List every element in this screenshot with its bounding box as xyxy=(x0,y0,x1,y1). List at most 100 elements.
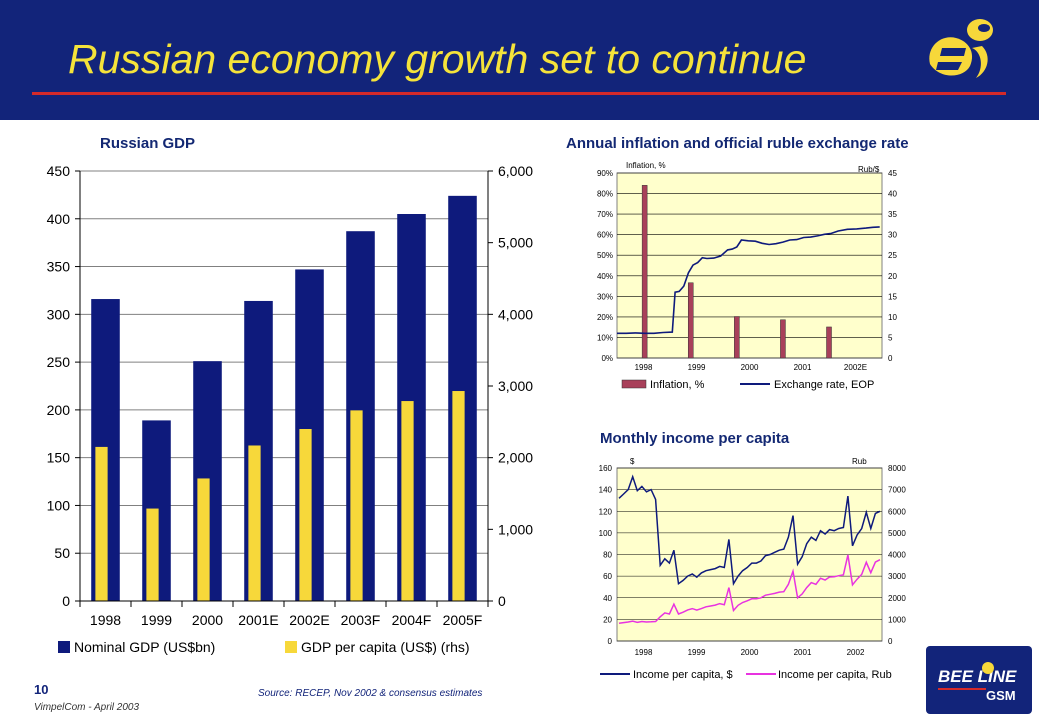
income-rub-line xyxy=(618,554,881,625)
inflation-chart: 0% 10% 20% 30% 40% 50% 60% 70% 80% 90% 0 5 10 15 20 25 3… xyxy=(597,161,897,391)
legend-label-inflation: Inflation, % xyxy=(650,379,705,391)
y-tick-label-right: 3000 xyxy=(888,572,906,581)
y-tick-label-left: 150 xyxy=(47,450,71,466)
y-tick-label-right: 5000 xyxy=(888,529,906,538)
y-tick-label-left: 0% xyxy=(601,354,613,363)
y-tick-label-right: 7000 xyxy=(888,486,906,495)
exchange-rate-line xyxy=(617,226,880,335)
gdp-per-capita-bar xyxy=(350,410,363,601)
inflation-bar xyxy=(641,185,648,359)
y-tick-label-right: 6000 xyxy=(888,507,906,516)
y-tick-label-left: 100 xyxy=(47,497,71,513)
y-tick-label-right: 20 xyxy=(888,272,897,281)
x-tick-label: 1999 xyxy=(141,612,172,628)
y-tick-label-left: 250 xyxy=(47,354,71,370)
x-tick-label: 1999 xyxy=(688,363,706,372)
y-tick-label-left: 50 xyxy=(54,545,70,561)
title-divider xyxy=(32,92,1006,95)
x-tick-label: 2005F xyxy=(443,612,483,628)
y-tick-label-left: 50% xyxy=(597,251,613,260)
income-chart: 0 20 40 60 80 100 120 140 160 0 1000 2000 3000 4000 50… xyxy=(599,457,907,681)
y-tick-label-left: 40 xyxy=(603,594,612,603)
x-tick-label: 1998 xyxy=(635,363,653,372)
y-tick-label-right: 30 xyxy=(888,231,897,240)
y-tick-label-left: 350 xyxy=(47,259,71,275)
left-axis-label: Inflation, % xyxy=(626,161,666,170)
gdp-chart-title: Russian GDP xyxy=(100,135,196,152)
inflation-bar xyxy=(780,319,786,359)
y-tick-label-right: 1,000 xyxy=(498,521,533,537)
x-tick-label: 2002E xyxy=(844,363,867,372)
gdp-per-capita-bar xyxy=(452,391,465,601)
legend-label-rub: Income per capita, Rub xyxy=(778,669,892,681)
y-tick-label-left: 20 xyxy=(603,615,612,624)
x-tick-label: 2004F xyxy=(392,612,432,628)
y-tick-label-right: 25 xyxy=(888,251,897,260)
bee-logo-icon xyxy=(929,19,993,78)
y-tick-label-right: 3,000 xyxy=(498,378,533,394)
x-tick-label: 2001 xyxy=(794,363,812,372)
y-tick-label-left: 30% xyxy=(597,292,613,301)
y-tick-label-right: 0 xyxy=(498,593,506,609)
gdp-per-capita-bar xyxy=(299,429,312,601)
gdp-chart: 0 50 100 150 200 250 300 350 400 450 0 1,000 2,000 3,… xyxy=(47,163,534,655)
y-tick-label-left: 100 xyxy=(599,529,613,538)
y-tick-label-right: 4,000 xyxy=(498,306,533,322)
y-tick-label-left: 160 xyxy=(599,464,613,473)
y-tick-label-left: 70% xyxy=(597,210,613,219)
x-tick-label: 2000 xyxy=(741,648,759,657)
y-tick-label-left: 120 xyxy=(599,507,613,516)
y-tick-label-left: 20% xyxy=(597,313,613,322)
x-tick-label: 2002 xyxy=(847,648,865,657)
y-tick-label-left: 90% xyxy=(597,169,613,178)
y-tick-label-left: 400 xyxy=(47,211,71,227)
x-tick-label: 1999 xyxy=(688,648,706,657)
y-tick-label-right: 2000 xyxy=(888,594,906,603)
inflation-bar xyxy=(826,326,832,359)
y-tick-label-left: 40% xyxy=(597,272,613,281)
y-tick-label-right: 6,000 xyxy=(498,163,533,179)
y-tick-label-right: 35 xyxy=(888,210,897,219)
x-tick-label: 1998 xyxy=(90,612,121,628)
legend-swatch-per-capita xyxy=(285,641,297,653)
y-tick-label-right: 5,000 xyxy=(498,235,533,251)
logo-subtext: GSM xyxy=(986,688,1016,703)
y-tick-label-right: 5 xyxy=(888,333,893,342)
y-tick-label-left: 0 xyxy=(62,593,70,609)
y-tick-label-right: 8000 xyxy=(888,464,906,473)
x-tick-label: 1998 xyxy=(635,648,653,657)
y-tick-label-left: 60 xyxy=(603,572,612,581)
x-tick-label: 2000 xyxy=(741,363,759,372)
right-axis-label: Rub/$ xyxy=(858,165,880,174)
y-tick-label-left: 80% xyxy=(597,190,613,199)
legend-label-per-capita: GDP per capita (US$) (rhs) xyxy=(301,639,470,655)
legend-swatch-gdp xyxy=(58,641,70,653)
x-tick-label: 2003F xyxy=(341,612,381,628)
legend-swatch-inflation xyxy=(621,379,647,389)
left-axis-label: $ xyxy=(630,457,635,466)
y-tick-label-left: 80 xyxy=(603,551,612,560)
inflation-bar xyxy=(687,282,694,359)
y-tick-label-left: 200 xyxy=(47,402,71,418)
y-tick-label-right: 1000 xyxy=(888,615,906,624)
x-tick-label: 2001E xyxy=(238,612,278,628)
gdp-per-capita-bar xyxy=(401,401,414,601)
inflation-bar xyxy=(734,316,740,359)
y-tick-label-left: 10% xyxy=(597,333,613,342)
gdp-per-capita-bar xyxy=(197,478,210,601)
y-tick-label-right: 15 xyxy=(888,292,897,301)
footer-note: VimpelCom - April 2003 xyxy=(34,702,140,713)
beeline-logo: BEE LINE GSM xyxy=(926,646,1032,714)
legend-label-usd: Income per capita, $ xyxy=(633,669,733,681)
slide-title: Russian economy growth set to continue xyxy=(68,36,807,82)
inflation-chart-title: Annual inflation and official ruble exch… xyxy=(566,135,909,152)
y-tick-label-left: 0 xyxy=(608,637,613,646)
gdp-per-capita-bar xyxy=(95,446,108,601)
income-chart-title: Monthly income per capita xyxy=(600,430,790,447)
y-tick-label-left: 300 xyxy=(47,306,71,322)
y-tick-label-right: 4000 xyxy=(888,551,906,560)
y-tick-label-right: 2,000 xyxy=(498,450,533,466)
y-tick-label-right: 45 xyxy=(888,169,897,178)
logo-bee-icon xyxy=(982,662,994,674)
plot-area xyxy=(616,172,883,359)
